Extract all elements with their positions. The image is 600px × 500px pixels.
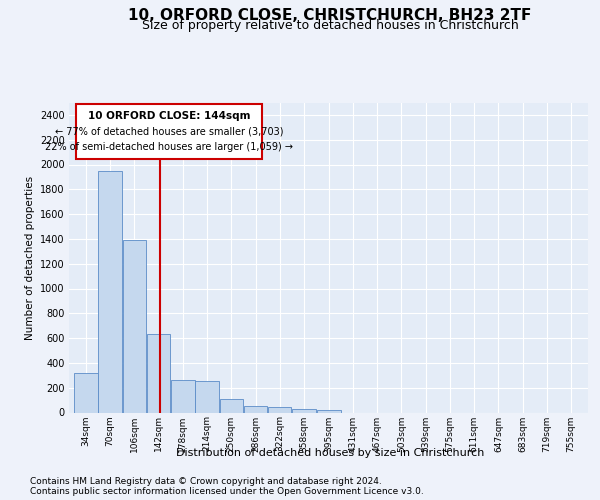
Bar bbox=[171, 380, 194, 412]
Bar bbox=[268, 407, 292, 412]
Bar bbox=[196, 381, 219, 412]
Text: 10, ORFORD CLOSE, CHRISTCHURCH, BH23 2TF: 10, ORFORD CLOSE, CHRISTCHURCH, BH23 2TF bbox=[128, 8, 532, 22]
Text: ← 77% of detached houses are smaller (3,703): ← 77% of detached houses are smaller (3,… bbox=[55, 126, 283, 136]
Bar bbox=[244, 406, 267, 412]
Bar bbox=[98, 170, 122, 412]
Text: Distribution of detached houses by size in Christchurch: Distribution of detached houses by size … bbox=[176, 448, 484, 458]
Text: 10 ORFORD CLOSE: 144sqm: 10 ORFORD CLOSE: 144sqm bbox=[88, 112, 250, 122]
Text: Contains public sector information licensed under the Open Government Licence v3: Contains public sector information licen… bbox=[30, 486, 424, 496]
Bar bbox=[122, 240, 146, 412]
Bar bbox=[74, 373, 98, 412]
Bar bbox=[147, 334, 170, 412]
Y-axis label: Number of detached properties: Number of detached properties bbox=[25, 176, 35, 340]
Text: 22% of semi-detached houses are larger (1,059) →: 22% of semi-detached houses are larger (… bbox=[45, 142, 293, 152]
Bar bbox=[76, 104, 262, 159]
Bar bbox=[292, 409, 316, 412]
Bar bbox=[317, 410, 341, 412]
Text: Size of property relative to detached houses in Christchurch: Size of property relative to detached ho… bbox=[142, 18, 518, 32]
Text: Contains HM Land Registry data © Crown copyright and database right 2024.: Contains HM Land Registry data © Crown c… bbox=[30, 476, 382, 486]
Bar bbox=[220, 400, 243, 412]
